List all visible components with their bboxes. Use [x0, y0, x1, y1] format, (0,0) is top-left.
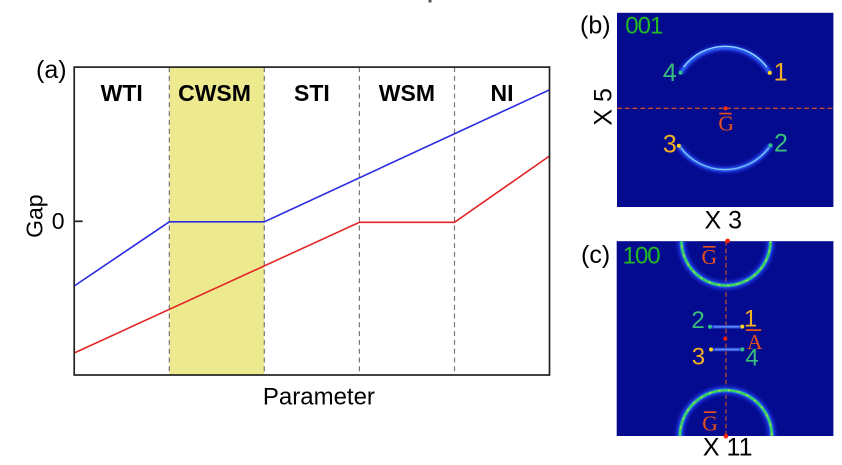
svg-text:2: 2 — [691, 307, 704, 334]
svg-text:A: A — [747, 330, 763, 354]
svg-text:WTI: WTI — [101, 80, 143, 106]
svg-text:CWSM: CWSM — [178, 80, 251, 106]
svg-text:G: G — [718, 112, 734, 136]
svg-text:X 5: X 5 — [590, 88, 618, 126]
svg-text:4: 4 — [745, 344, 758, 371]
svg-text:3: 3 — [692, 344, 705, 371]
svg-text:2: 2 — [774, 130, 788, 158]
svg-text:G: G — [702, 411, 718, 435]
svg-text:(a): (a) — [36, 56, 67, 84]
svg-text:3: 3 — [663, 131, 677, 159]
svg-text:1: 1 — [744, 306, 757, 333]
svg-text:001: 001 — [625, 13, 663, 40]
svg-text:X 3: X 3 — [705, 207, 743, 235]
svg-text:(c): (c) — [581, 241, 610, 269]
svg-text:G: G — [702, 245, 718, 269]
svg-text:Gap: Gap — [22, 194, 48, 237]
svg-text:4: 4 — [663, 59, 677, 87]
svg-text:(b): (b) — [580, 12, 611, 40]
svg-text:Parameter: Parameter — [263, 384, 375, 411]
svg-text:0: 0 — [52, 208, 65, 234]
svg-text:100: 100 — [623, 243, 661, 270]
svg-text:STI: STI — [294, 80, 330, 106]
svg-text:X 11: X 11 — [703, 434, 753, 461]
svg-text:WSM: WSM — [379, 80, 435, 106]
svg-text:1: 1 — [774, 58, 788, 86]
svg-text:NI: NI — [491, 80, 514, 106]
